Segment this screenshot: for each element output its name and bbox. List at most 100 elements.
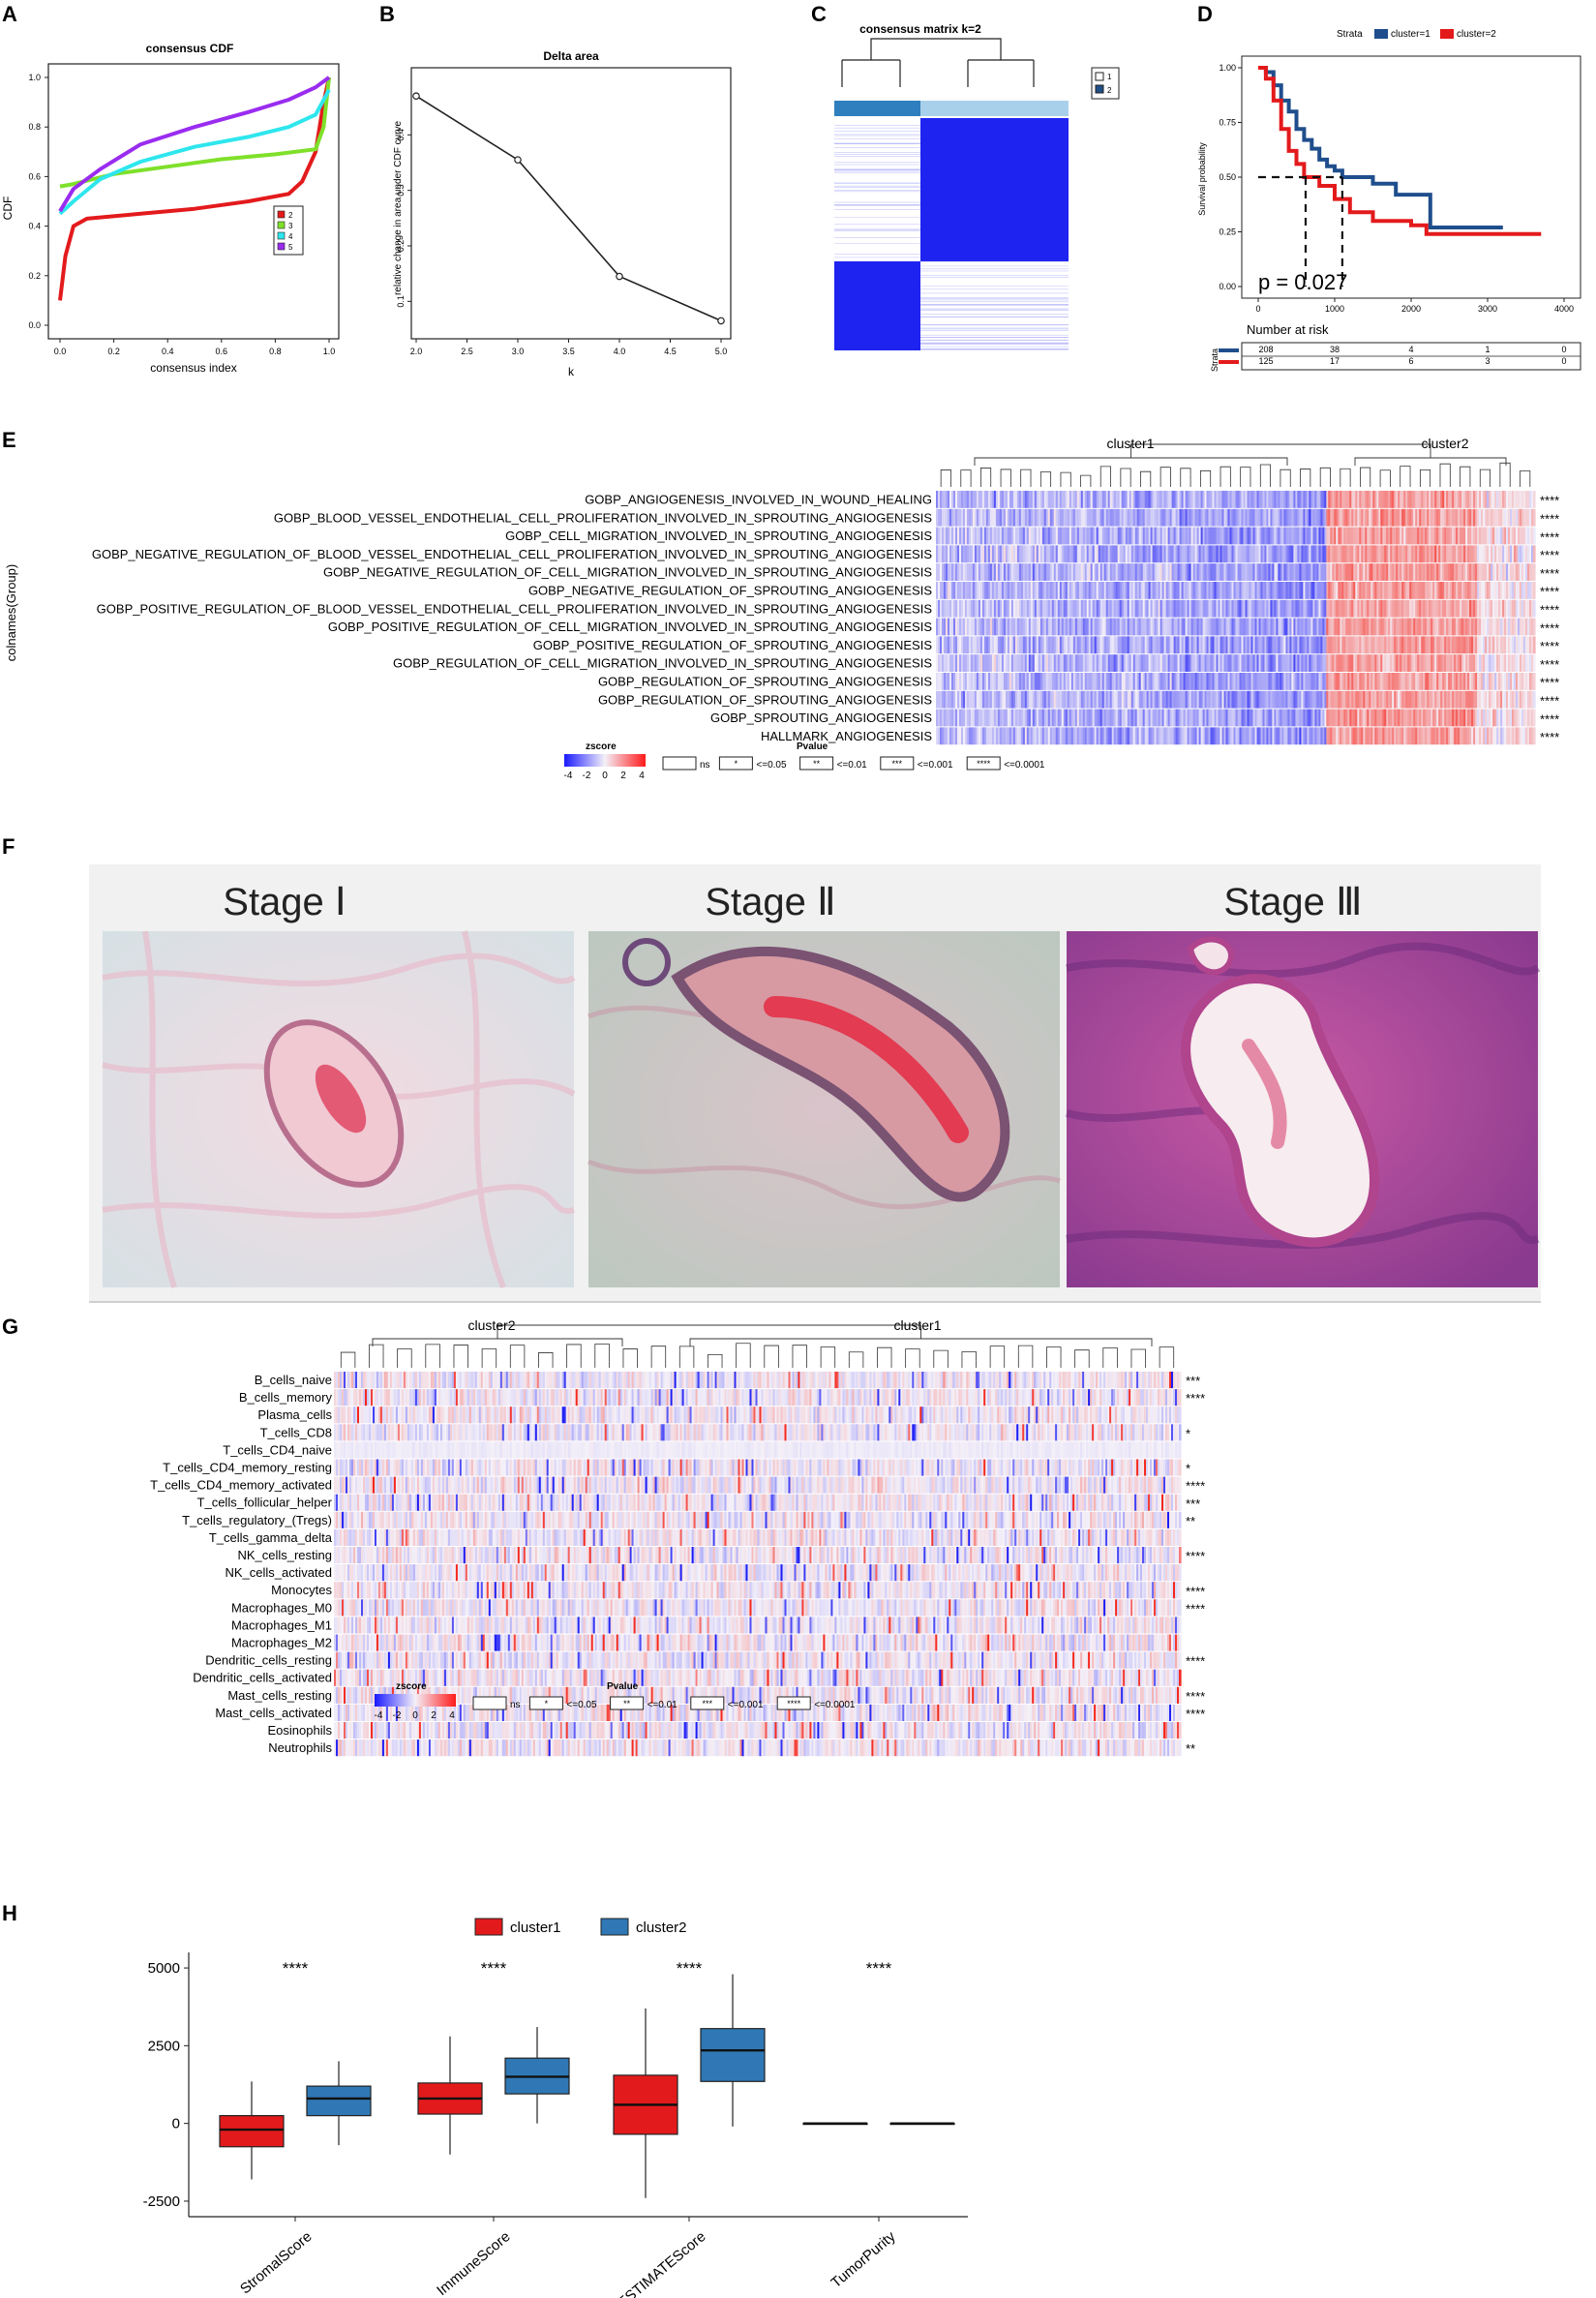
panel-e-cell [1243, 582, 1247, 599]
panel-e-cell [1496, 709, 1499, 727]
panel-g-cell [488, 1372, 492, 1389]
panel-e-cell [1243, 563, 1247, 581]
panel-e-cell [1485, 618, 1488, 636]
panel-e-cell [1049, 527, 1053, 545]
panel-e-cell [1413, 654, 1416, 672]
panel-e-cell [1001, 654, 1005, 672]
panel-e-cell [1403, 618, 1406, 636]
panel-e-cell [1291, 636, 1294, 654]
panel-e-cell [1014, 618, 1018, 636]
panel-e-cell [1380, 491, 1383, 508]
panel-e-cell [1216, 491, 1220, 508]
panel-e-cell [1429, 709, 1431, 727]
panel-e-cell [1076, 545, 1080, 563]
panel-e-cell [1043, 491, 1047, 508]
panel-e-cell [1334, 654, 1337, 672]
panel-e-cell [1018, 582, 1022, 599]
panel-e-cell [1469, 599, 1472, 618]
panel-e-cell [1411, 654, 1414, 672]
panel-e-cell [1038, 673, 1041, 690]
panel-e-cell [1012, 527, 1016, 545]
panel-e-cell [1175, 599, 1179, 618]
panel-e-cell [1241, 582, 1245, 599]
panel-e-dendro-top [974, 443, 1507, 466]
panel-g-cell [377, 1372, 381, 1389]
panel-e-cell [1523, 654, 1526, 672]
panel-e-cell [1185, 654, 1189, 672]
panel-e-cell [1084, 618, 1088, 636]
panel-e-cell [993, 527, 997, 545]
panel-e-cell [1386, 582, 1389, 599]
panel-e-cell [957, 727, 960, 745]
panel-e-cell [1020, 690, 1024, 709]
panel-e-cell [1498, 527, 1501, 545]
panel-e-cell [1332, 491, 1335, 508]
panel-e-cell [936, 727, 939, 745]
panel-e-cell [1483, 563, 1486, 581]
panel-e-cell [1392, 654, 1395, 672]
panel-e-cell [983, 618, 987, 636]
panel-e-cell [1144, 545, 1148, 563]
panel-e-cell [1392, 599, 1395, 618]
panel-e-cell [1107, 545, 1111, 563]
panel-e-cell [1403, 636, 1406, 654]
panel-e-cell [1198, 673, 1202, 690]
panel-e-cell [1163, 618, 1167, 636]
panel-e-cell [1022, 727, 1026, 745]
panel-e-cell [1442, 727, 1445, 745]
panel-e-cell [1010, 636, 1014, 654]
panel-e-cell [1274, 582, 1277, 599]
panel-e-cell [1492, 709, 1495, 727]
panel-e-cell [1059, 654, 1063, 672]
panel-e-cell [1421, 690, 1424, 709]
panel-e-cell [1372, 599, 1375, 618]
panel-e-cell [1034, 563, 1038, 581]
panel-e-cell [957, 545, 960, 563]
panel-e-cell [1214, 491, 1218, 508]
panel-e-cell [1014, 491, 1018, 508]
panel-e-cell [1291, 527, 1294, 545]
panel-e-cell [1202, 545, 1206, 563]
panel-e-legend-pvalue-label: <=0.01 [837, 760, 868, 771]
panel-e-cell [1411, 599, 1414, 618]
panel-e-cell [1148, 709, 1152, 727]
panel-e-cell [1409, 709, 1412, 727]
panel-e-cell [1489, 673, 1491, 690]
panel-e-cell [1229, 599, 1233, 618]
panel-letter-h: H [2, 1901, 17, 1925]
panel-e-cell [1403, 727, 1406, 745]
panel-e-cell [1022, 673, 1026, 690]
panel-e-cell [1283, 690, 1286, 709]
panel-e-cell [1446, 508, 1449, 527]
panel-e-cell [1345, 563, 1348, 581]
panel-e-cell [974, 491, 978, 508]
panel-e-cell [1436, 563, 1439, 581]
panel-e-cell [1053, 727, 1057, 745]
panel-e-cell [1167, 545, 1171, 563]
panel-e-cell [1489, 618, 1491, 636]
panel-e-cell [1514, 582, 1517, 599]
panel-e-cell [1270, 636, 1273, 654]
panel-e-cell [1274, 527, 1277, 545]
panel-e-cell [1202, 673, 1206, 690]
panel-e-cell [1301, 690, 1304, 709]
panel-e-cell [1024, 636, 1028, 654]
panel-e-cell [1173, 582, 1177, 599]
panel-e-cell [1341, 690, 1344, 709]
panel-e-cell [1028, 636, 1032, 654]
panel-e-cell [1285, 491, 1288, 508]
panel-letter-a: A [2, 2, 17, 26]
panel-e-cell [1521, 673, 1524, 690]
panel-e-cell [1206, 563, 1210, 581]
panel-e-cell [1092, 618, 1096, 636]
panel-e-cell [1185, 709, 1189, 727]
panel-e-cell [1502, 654, 1505, 672]
panel-e-cell [1446, 673, 1449, 690]
panel-e-cell [1080, 582, 1084, 599]
panel-e-cell [1324, 636, 1327, 654]
panel-e-cluster-label-2: cluster2 [1421, 436, 1468, 451]
panel-e-cell [1163, 654, 1167, 672]
panel-e-legend-pvalue-title: Pvalue [797, 741, 828, 752]
panel-e-cell [1009, 636, 1012, 654]
panel-e-cell [1502, 527, 1505, 545]
